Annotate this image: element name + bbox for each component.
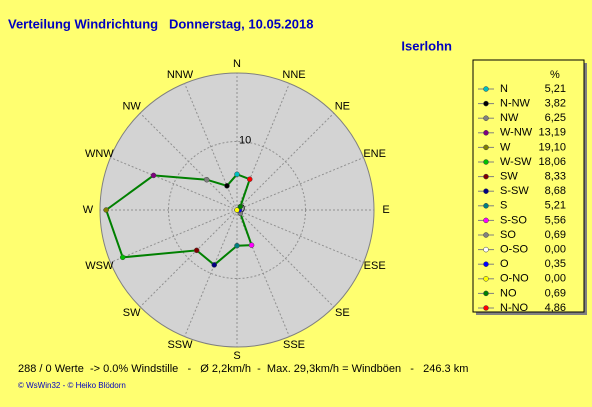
data-point (203, 176, 210, 183)
footer: 288 / 0 Werte -> 0.0% Windstille - Ø 2,2… (18, 363, 468, 375)
location: Iserlohn (401, 38, 452, 53)
r-tick-label: 10 (239, 134, 251, 146)
data-point (246, 176, 253, 182)
legend-label: S-SW (500, 185, 529, 197)
legend-marker (483, 261, 489, 267)
legend-value: 8,33 (545, 171, 566, 183)
legend-marker (483, 203, 489, 209)
spoke (236, 209, 364, 263)
data-point (150, 172, 157, 179)
data-point (234, 242, 240, 249)
legend-marker (483, 232, 489, 238)
legend-marker (483, 100, 489, 107)
legend-value: 4,86 (545, 302, 566, 314)
legend-marker (483, 159, 489, 165)
compass-label: NNE (282, 69, 305, 81)
r-tick-label: 0 (239, 203, 245, 215)
data-point (119, 254, 126, 261)
legend-value: 18,06 (538, 156, 566, 168)
legend-value: 0,69 (545, 229, 566, 241)
data-point (224, 183, 230, 189)
legend-label: W-NW (500, 127, 533, 139)
compass-label: SSW (167, 339, 193, 351)
legend-value: 8,68 (545, 185, 566, 197)
compass-label: NNW (167, 69, 194, 81)
chart-title: Verteilung Windrichtung Donnerstag, 10.0… (8, 16, 313, 31)
legend-label: SW (500, 171, 518, 183)
credit: © WsWin32 - © Heiko Blödorn (18, 381, 126, 390)
compass-label: NE (335, 101, 350, 113)
compass-label: SSE (283, 339, 305, 351)
spoke (184, 209, 238, 337)
spoke (236, 112, 335, 211)
legend-value: 0,00 (545, 273, 566, 285)
compass-label: S (233, 350, 240, 362)
legend-label: S (500, 200, 507, 212)
spoke (110, 209, 238, 263)
legend-value: 5,56 (545, 214, 566, 226)
legend-value: 0,35 (545, 258, 566, 270)
legend-marker (483, 144, 489, 151)
legend-marker (483, 130, 489, 136)
legend-label: S-SO (500, 214, 527, 226)
legend-label: O (500, 258, 509, 270)
spoke (184, 83, 238, 211)
compass-label: SW (123, 307, 141, 319)
data-point (211, 262, 217, 268)
legend-label: N-NO (500, 302, 529, 314)
legend-label: SO (500, 229, 516, 241)
legend-marker (483, 86, 489, 92)
data-point (234, 171, 240, 178)
data-point (234, 207, 240, 213)
legend-value: 5,21 (545, 200, 566, 212)
legend-title: % (550, 69, 560, 81)
data-point (237, 203, 244, 210)
legend-value: 3,82 (545, 98, 566, 110)
compass-label: ENE (363, 148, 386, 160)
legend-marker (483, 173, 489, 180)
legend-value: 19,10 (538, 141, 566, 153)
compass-label: W (83, 204, 94, 216)
compass-label: E (382, 204, 389, 216)
legend-label: N-NW (500, 98, 531, 110)
legend-label: O-NO (500, 273, 529, 285)
legend (472, 59, 585, 313)
legend-label: W (500, 141, 511, 153)
legend-marker (483, 246, 489, 253)
legend-label: NW (500, 112, 519, 124)
data-point (248, 242, 255, 248)
legend-value: 6,25 (545, 112, 566, 124)
legend-marker (483, 305, 489, 311)
legend-label: W-SW (500, 156, 532, 168)
legend-label: O-SO (500, 244, 529, 256)
legend-value: 5,21 (545, 83, 566, 95)
compass-label: SE (335, 307, 350, 319)
compass-label: WSW (85, 260, 114, 272)
grid-circle (168, 141, 306, 279)
legend-marker (483, 115, 489, 121)
legend-label: NO (500, 287, 517, 299)
legend-value: 0,69 (545, 287, 566, 299)
legend-marker (483, 290, 489, 297)
compass-label: NW (122, 101, 141, 113)
data-point (103, 207, 109, 213)
legend-marker (483, 276, 489, 282)
compass-label: N (233, 58, 241, 70)
compass-label: WNW (85, 148, 114, 160)
legend-marker (483, 188, 489, 194)
legend-marker (483, 217, 489, 224)
data-point (193, 247, 200, 254)
compass-label: ESE (364, 260, 386, 272)
spoke (236, 157, 364, 211)
legend-label: N (500, 83, 508, 95)
legend-value: 13,19 (538, 127, 566, 139)
legend-value: 0,00 (545, 244, 566, 256)
